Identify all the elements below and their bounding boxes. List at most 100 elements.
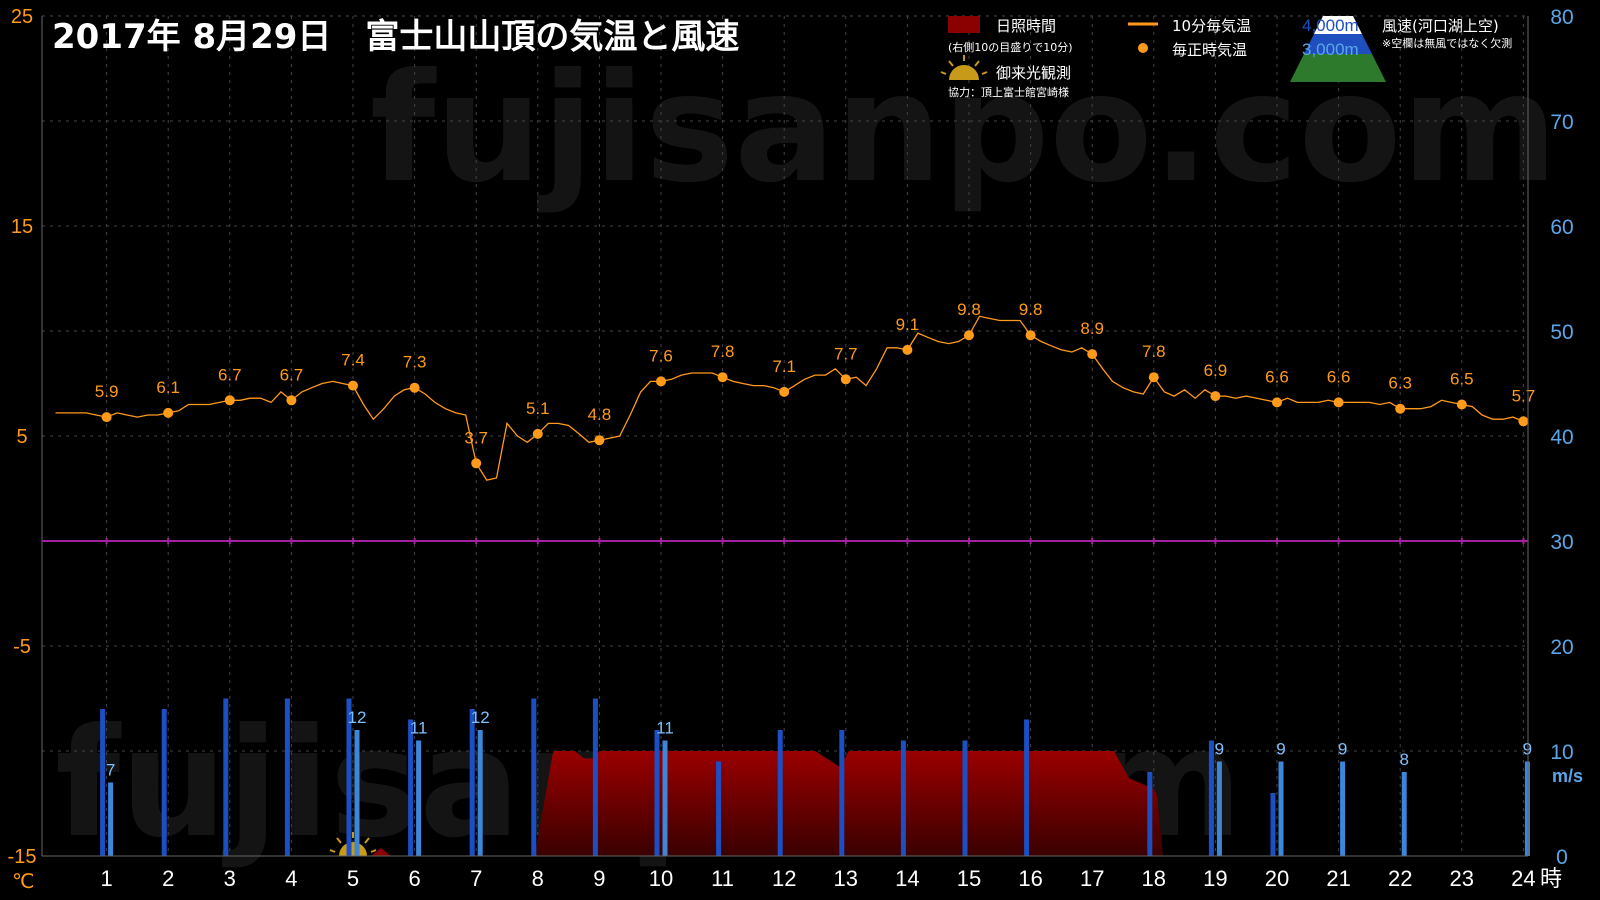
x-tick-label: 2 [162,866,174,891]
wind-4000-bar [346,698,352,856]
legend: 日照時間 (右側10の目盛りで10分) 10分毎気温 毎正時気温 御来光観測 協… [940,16,1512,99]
wind-3000-label: 8 [1399,750,1408,769]
temp-hourly-point [471,458,482,469]
x-tick-label: 23 [1450,866,1474,891]
right-tick-label: 30 [1550,531,1573,554]
wind-3000-label: 9 [1338,740,1347,759]
temp-hourly-label: 7.7 [834,344,858,363]
temp-hourly-point [1395,403,1406,414]
temp-hourly-point [286,395,297,406]
wind-3000-bar [1278,761,1284,856]
temp-hourly-label: 7.8 [711,342,735,361]
temp-hourly-point [163,407,174,418]
sunshine-area [329,751,1163,856]
x-tick-label: 6 [408,866,420,891]
legend-alt-4000: 4,000m [1302,16,1359,35]
temp-hourly-label: 6.9 [1204,361,1228,380]
wind-4000-bar [284,698,290,856]
temp-hourly-label: 7.1 [772,357,796,376]
legend-wind-title: 風速(河口湖上空) [1382,17,1499,35]
wind-4000-bar [100,709,106,856]
temp-hourly-point [348,380,358,391]
temp-hourly-point [902,344,913,355]
temp-hourly-point [409,382,420,393]
wind-3000-bar [108,782,114,856]
wind-3000-label: 7 [106,761,115,780]
x-tick-label: 4 [285,866,297,891]
legend-temp-point-swatch [1138,43,1148,53]
wind-3000-bar [1524,761,1530,856]
sunshine-small [371,848,391,856]
temp-hourly-label: 6.7 [280,365,304,384]
wind-3000-bar [354,730,360,856]
temp-hourly-label: 4.8 [588,405,612,424]
x-tick-label: 14 [895,866,919,891]
wind-4000-bar [900,740,906,856]
left-tick-label: 25 [11,6,33,28]
temp-hourly-point [1272,397,1282,408]
temp-hourly-point [656,376,666,387]
right-tick-label: 0 [1556,846,1568,869]
x-tick-label: 21 [1326,866,1350,891]
wind-4000-bar [1024,719,1030,856]
x-tick-label: 24 [1511,866,1535,891]
temp-hourly-point [1025,330,1036,341]
x-tick-label: 15 [957,866,981,891]
wind-4000-bar [716,761,722,856]
x-tick-label: 11 [711,866,734,891]
temp-hourly-label: 7.8 [1142,342,1166,361]
temp-hourly-point [224,395,235,406]
x-axis-unit: 時 [1540,866,1562,891]
temp-hourly-point [964,330,974,341]
legend-credit: 協力：頂上富士館宮崎様 [948,85,1069,99]
wind-4000-bar [592,698,598,856]
temp-hourly-label: 5.1 [526,399,550,418]
sunrise-marker-ray [370,849,377,853]
right-tick-label: 50 [1550,321,1573,344]
wind-3000-label: 9 [1523,740,1532,759]
right-tick-label: 80 [1550,6,1573,29]
temp-hourly-label: 7.6 [649,346,673,365]
temp-hourly-label: 5.7 [1512,386,1536,405]
wind-3000-bar [662,740,668,856]
wind-4000-bar [1270,793,1276,856]
wind-bars: 7 12 11 12 11 9 9 9 8 9 [100,698,1532,856]
sunrise-marker-disc [339,842,367,856]
wind-3000-bar [1340,761,1346,856]
temp-hourly-label: 6.7 [218,365,242,384]
x-tick-label: 20 [1265,866,1289,891]
left-tick-label: 15 [11,216,33,238]
sunrise-marker-ray [336,837,342,844]
temp-hourly-label: 6.5 [1450,370,1474,389]
legend-temp-line-label: 10分毎気温 [1172,17,1251,35]
temp-hourly-label: 9.8 [1019,300,1043,319]
x-tick-label: 5 [347,866,359,891]
wind-4000-bar [1208,740,1214,856]
x-tick-label: 1 [100,866,112,891]
legend-sunrise-label: 御来光観測 [996,64,1071,82]
sunrise-icon [940,55,988,80]
wind-3000-label: 12 [471,708,490,727]
temp-hourly-point [532,428,543,439]
temp-hourly-point [779,386,790,397]
temp-hourly-label: 6.6 [1327,367,1351,386]
wind-3000-label: 9 [1276,740,1285,759]
sunrise-marker-ray [364,837,370,844]
wind-3000-label: 11 [410,719,428,738]
wind-4000-bar [531,698,537,856]
wind-4000-bar [1147,772,1153,856]
temp-hourly-label: 7.3 [403,353,427,372]
sunrise-marker-icon [329,832,377,856]
x-tick-label: 18 [1142,866,1166,891]
wind-3000-label: 11 [656,719,674,738]
wind-4000-bar [223,698,229,856]
temp-hourly-label: 5.9 [95,382,119,401]
chart-title: 2017年 8月29日 富士山山頂の気温と風速 [52,17,739,57]
mountain-icon [1290,16,1386,82]
x-tick-label: 8 [532,866,544,891]
left-tick-label: 5 [16,426,27,448]
temp-hourly-point [840,374,851,385]
left-tick-label: -15 [8,846,37,868]
